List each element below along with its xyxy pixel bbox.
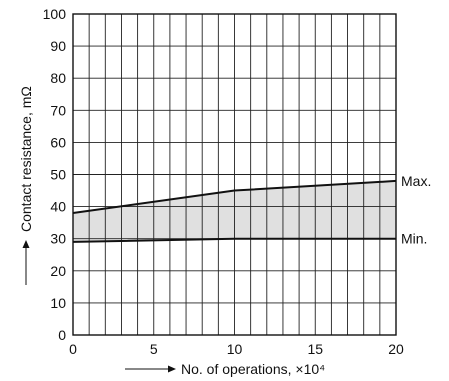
grid-layer [73, 14, 396, 335]
x-axis-title: No. of operations, ×10⁴ [181, 361, 325, 377]
y-tick-label: 90 [50, 38, 66, 54]
series-label-min: Min. [401, 231, 427, 247]
plot-frame [72, 13, 397, 336]
x-tick-label: 0 [69, 341, 77, 357]
y-axis-arrow-icon [22, 240, 30, 285]
y-axis-title: Contact resistance, mΩ [18, 86, 34, 232]
y-tick-label: 70 [50, 102, 66, 118]
y-tick-label: 60 [50, 134, 66, 150]
y-tick-label: 80 [50, 70, 66, 86]
y-tick-label: 50 [50, 167, 66, 183]
series-labels: Max. Min. [401, 173, 431, 247]
x-axis-arrow-icon [125, 365, 176, 373]
series-label-max: Max. [401, 173, 431, 189]
x-tick-label: 10 [227, 341, 243, 357]
y-tick-label: 40 [50, 199, 66, 215]
x-tick-label: 20 [388, 341, 404, 357]
y-tick-label: 0 [58, 327, 66, 343]
y-tick-label: 30 [50, 231, 66, 247]
y-tick-label: 10 [50, 295, 66, 311]
x-tick-label: 5 [150, 341, 158, 357]
series-layer [72, 179, 397, 243]
x-tick-labels: 0 5 10 15 20 [69, 341, 404, 357]
y-tick-labels: 0 10 20 30 40 50 60 70 80 90 100 [43, 6, 67, 343]
y-tick-label: 20 [50, 263, 66, 279]
y-tick-label: 100 [43, 6, 67, 22]
x-tick-label: 15 [307, 341, 323, 357]
series-line-max [72, 179, 397, 215]
series-line-min [72, 237, 396, 243]
